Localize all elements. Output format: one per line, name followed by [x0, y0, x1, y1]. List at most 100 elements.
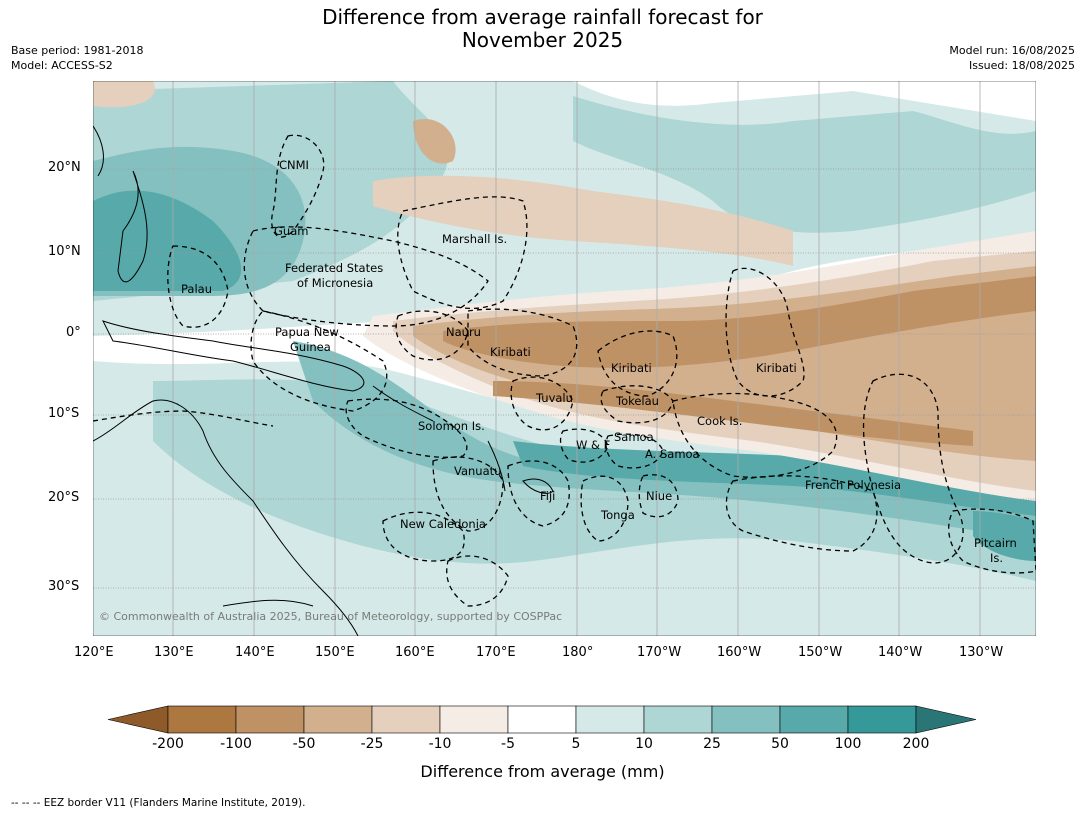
place-label-samoa: Samoa	[614, 430, 654, 444]
colorbar	[107, 705, 977, 734]
eez-new-caledonia	[382, 511, 465, 562]
colorbar-cell	[643, 705, 713, 734]
model-name: Model: ACCESS-S2	[11, 59, 113, 72]
colorbar-cell	[235, 705, 305, 734]
eez-tonga	[580, 475, 629, 542]
lon-label-140w: 140°W	[878, 645, 923, 660]
lat-label-10n: 10°N	[48, 244, 81, 259]
colorbar-tick-label: 200	[902, 736, 930, 752]
australia-coast	[93, 399, 359, 636]
colorbar-tick-label: -10	[428, 736, 452, 752]
colorbar-cell	[167, 705, 237, 734]
colorbar-tick-label: 5	[571, 736, 581, 752]
lon-label-130w: 130°W	[959, 645, 1004, 660]
colorbar-tick-label: 50	[771, 736, 789, 752]
colorbar-cell	[575, 705, 645, 734]
lat-label-20s: 20°S	[48, 490, 80, 505]
lon-label-150w: 150°W	[798, 645, 843, 660]
eez-samoa	[605, 433, 664, 469]
eez-french-polynesia-west	[725, 475, 878, 552]
colorbar-arrow-right	[915, 705, 977, 734]
lon-label-120e: 120°E	[74, 645, 114, 660]
place-label-png-1: Papua New	[275, 325, 339, 339]
colorbar-cell	[439, 705, 509, 734]
eez-australia-north	[93, 410, 274, 427]
colorbar-tick-label: 25	[703, 736, 721, 752]
place-label-fsm-1: Federated States	[285, 261, 384, 275]
eez-png	[250, 310, 388, 412]
lat-label-0: 0°	[66, 325, 81, 340]
fiji-coast	[522, 478, 554, 494]
eez-fsm	[243, 226, 489, 327]
eez-footnote: -- -- -- EEZ border V11 (Flanders Marine…	[11, 797, 306, 809]
taiwan-coast	[93, 125, 104, 177]
eez-pitcairn	[948, 508, 1036, 574]
eez-solomon	[345, 398, 468, 458]
place-label-tokelau: Tokelau	[616, 394, 659, 408]
colorbar-cell	[371, 705, 441, 734]
place-label-png-2: Guinea	[290, 340, 331, 354]
eez-fiji	[507, 460, 570, 527]
place-label-wallis-futuna: W & F	[576, 438, 611, 452]
place-label-new-caledonia: New Caledonia	[400, 517, 486, 531]
dry-zone-core-south	[493, 381, 973, 446]
colorbar-cell	[779, 705, 849, 734]
issued-date: Issued: 18/08/2025	[968, 59, 1075, 72]
colorbar-cells	[107, 705, 977, 734]
colorbar-tick-label: -50	[292, 736, 316, 752]
colorbar-cell	[507, 705, 577, 734]
eez-kiribati-gilbert	[467, 308, 578, 377]
lat-label-10s: 10°S	[48, 406, 80, 421]
new-guinea-coast	[102, 320, 365, 392]
place-label-solomon: Solomon Is.	[418, 419, 485, 433]
australia-south-coast	[222, 599, 314, 607]
eez-wallis-futuna	[559, 428, 609, 463]
wet-zone-north-central	[573, 96, 1036, 233]
place-label-cnmi: CNMI	[279, 158, 309, 172]
place-label-fsm-2: of Micronesia	[297, 276, 374, 290]
place-label-guam: Guam	[274, 224, 309, 238]
place-label-tonga: Tonga	[601, 508, 635, 522]
place-label-palau: Palau	[181, 282, 212, 296]
eez-nauru	[395, 310, 469, 361]
colorbar-cell	[303, 705, 373, 734]
wet-zone-pitcairn	[973, 511, 1036, 561]
eez-marshall	[397, 196, 528, 309]
lon-label-150e: 150°E	[315, 645, 355, 660]
place-label-fiji: Fiji	[540, 489, 556, 503]
map-title: Difference from average rainfall forecas…	[0, 6, 1085, 52]
eez-borders	[93, 134, 1036, 607]
place-label-vanuatu: Vanuatu	[454, 464, 502, 478]
dry-zone-core	[443, 276, 1036, 368]
place-label-cook: Cook Is.	[697, 414, 743, 428]
place-label-nauru: Nauru	[446, 325, 481, 339]
vanuatu-coast	[487, 440, 506, 492]
place-label-french-polynesia: French Polynesia	[805, 478, 902, 492]
lon-label-160e: 160°E	[395, 645, 435, 660]
eez-tokelau	[600, 385, 674, 424]
eez-palau	[167, 245, 229, 328]
colorbar-tick-label: -200	[152, 736, 184, 752]
title-line-2: November 2025	[461, 28, 624, 52]
place-label-pitcairn-2: Is.	[990, 551, 1004, 565]
lat-label-30s: 30°S	[48, 579, 80, 594]
lon-label-160w: 160°W	[717, 645, 762, 660]
colorbar-cell	[711, 705, 781, 734]
latitude-gridlines	[93, 168, 1036, 589]
colorbar-tick-label: -5	[501, 736, 515, 752]
dry-zone-marshall	[373, 175, 793, 266]
copyright-notice: © Commonwealth of Australia 2025, Bureau…	[99, 610, 563, 623]
eez-tuvalu	[510, 376, 574, 431]
eez-norfolk	[446, 555, 509, 607]
meta-right: Model run: 16/08/2025 Issued: 18/08/2025	[949, 43, 1075, 73]
eez-kiribati-line	[725, 267, 805, 397]
lon-label-180: 180°	[562, 645, 594, 660]
eez-cnmi	[271, 134, 325, 238]
lon-label-140e: 140°E	[235, 645, 275, 660]
colorbar-arrow-left	[107, 705, 169, 734]
colorbar-title: Difference from average (mm)	[420, 762, 665, 781]
lon-label-170e: 170°E	[476, 645, 516, 660]
lon-label-130e: 130°E	[154, 645, 194, 660]
place-label-kiribati-line: Kiribati	[756, 361, 797, 375]
model-run: Model run: 16/08/2025	[949, 44, 1075, 57]
